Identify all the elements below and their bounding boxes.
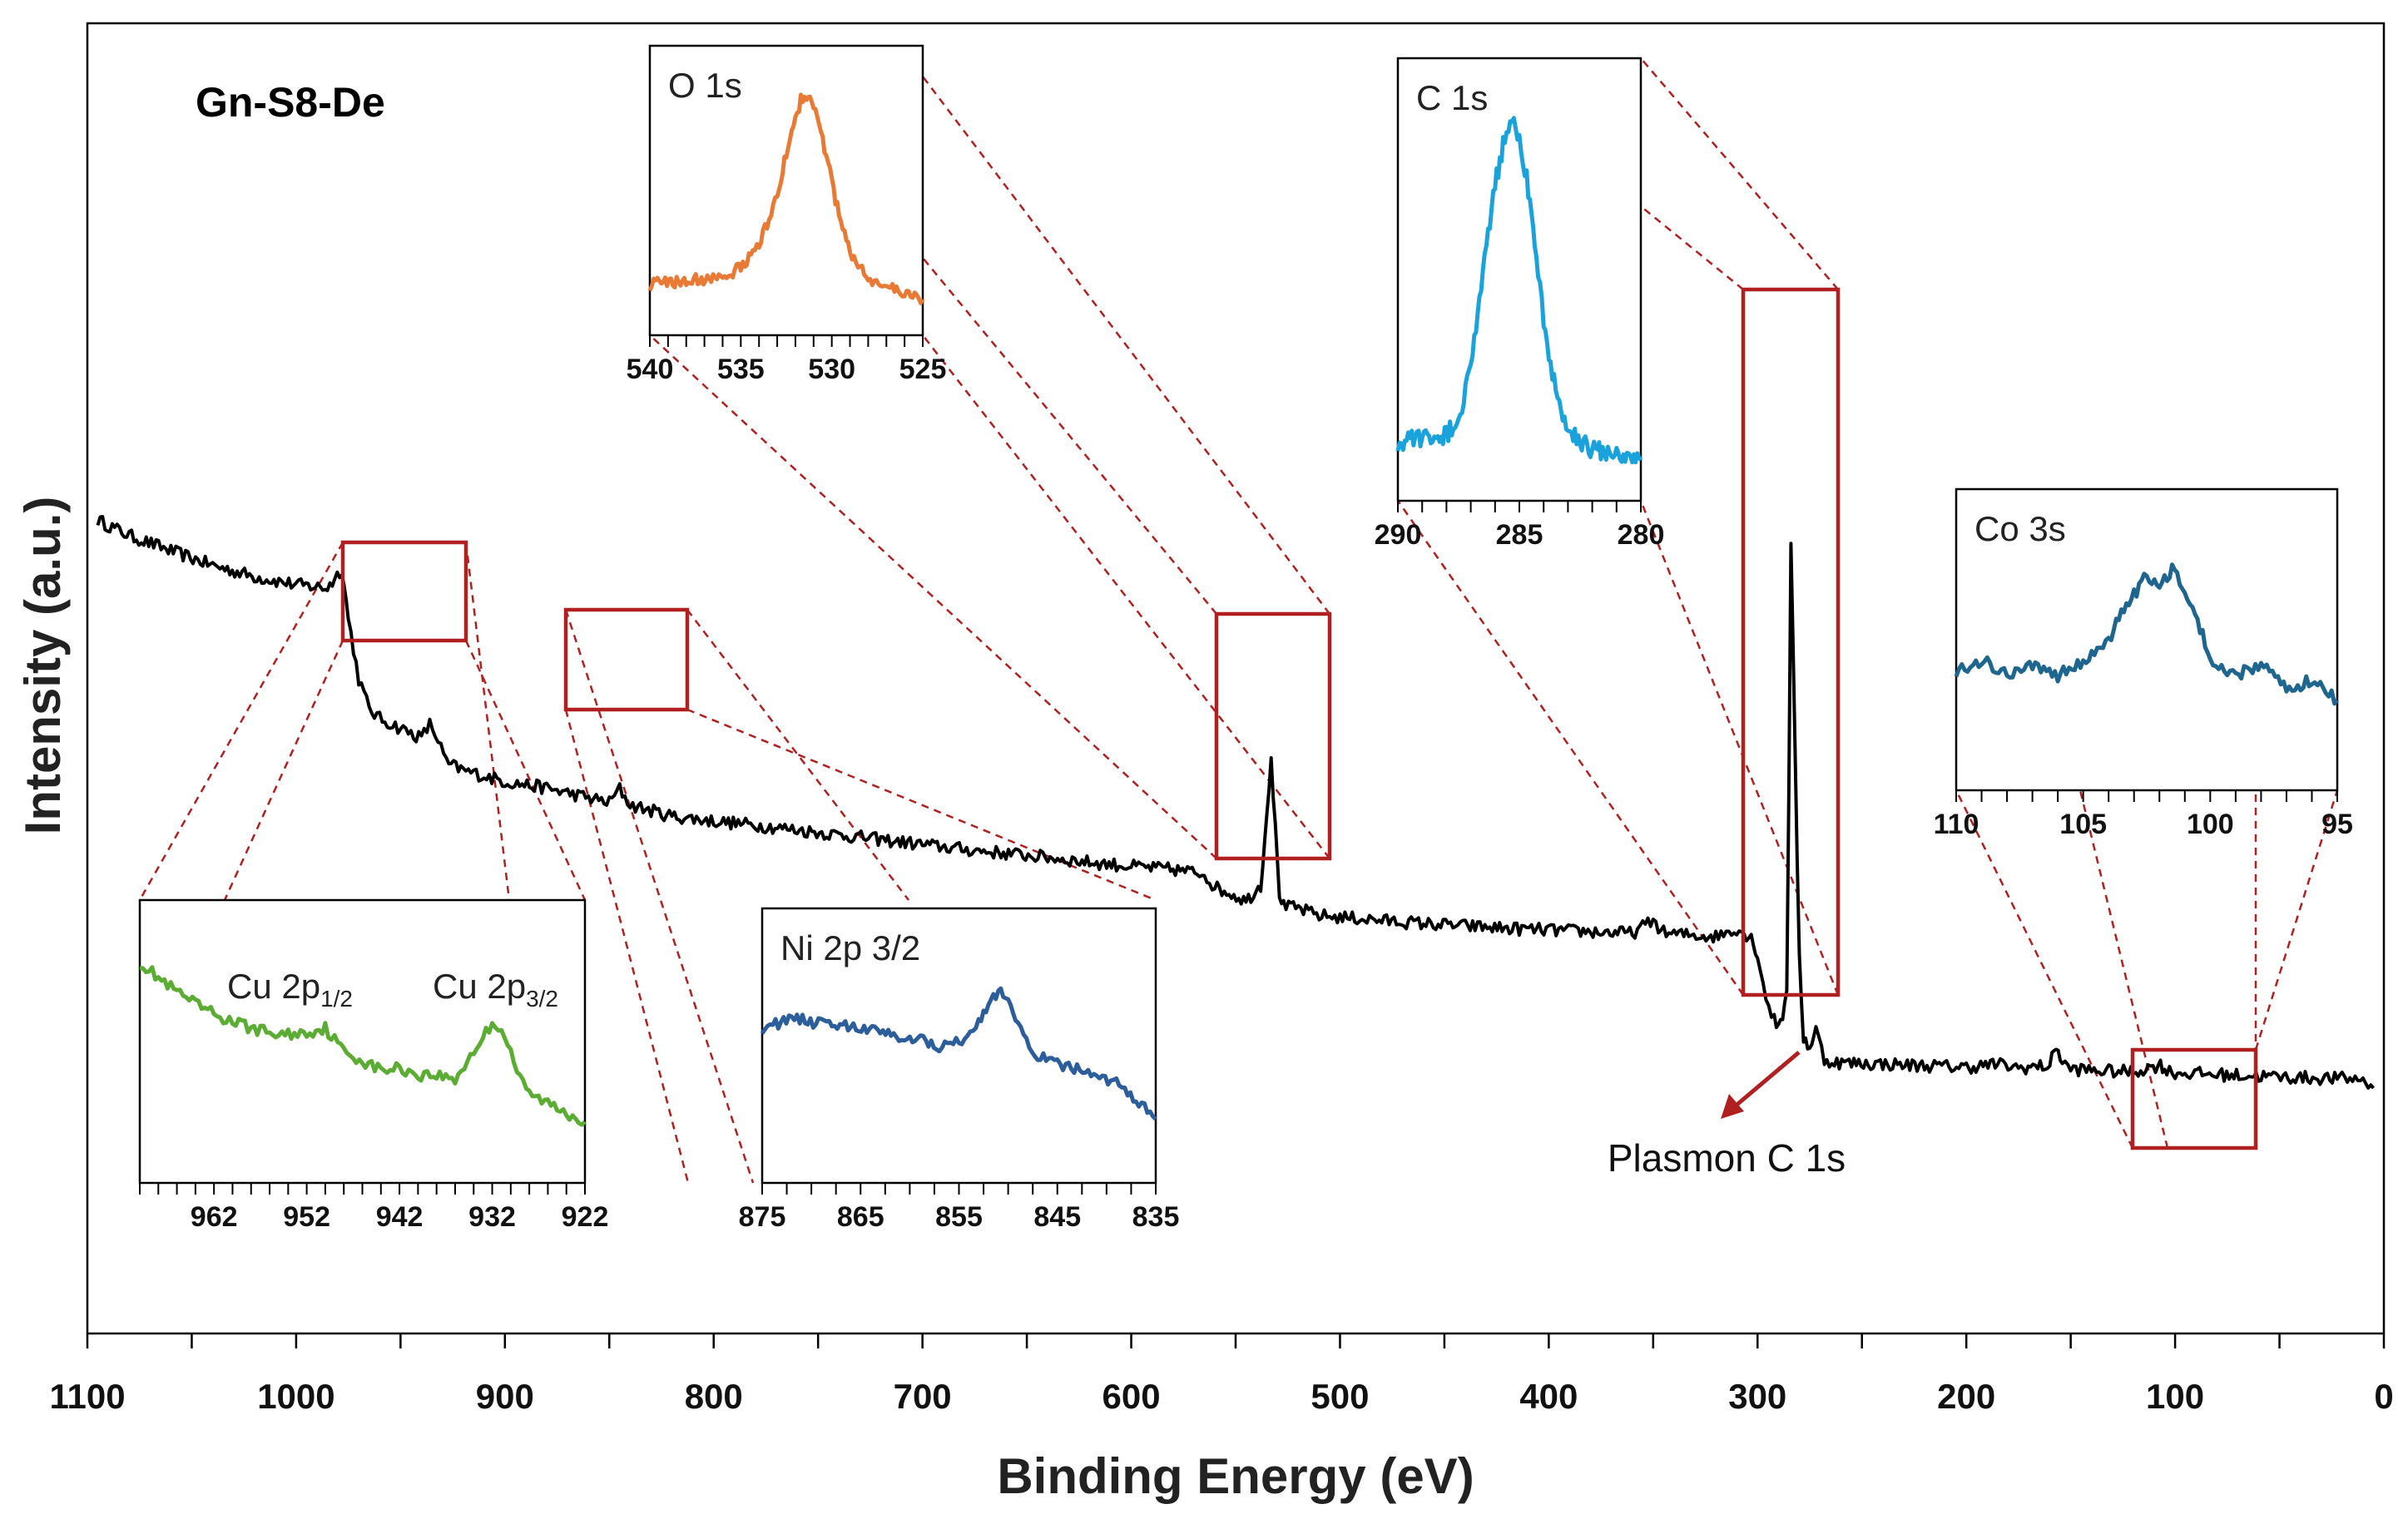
inset-label: O 1s xyxy=(668,66,742,105)
inset-frame xyxy=(1955,487,2339,792)
plasmon-annotation: Plasmon C 1s xyxy=(1608,1051,1846,1180)
inset-frame xyxy=(138,898,587,1185)
inset-label: Ni 2p 3/2 xyxy=(780,928,920,967)
leader-lines xyxy=(138,57,2339,1184)
inset-tick-label: 280 xyxy=(1618,519,1665,551)
inset-tick-label: 835 xyxy=(1132,1201,1180,1233)
inset-label: C 1s xyxy=(1416,78,1488,117)
x-tick-label: 1000 xyxy=(257,1377,334,1416)
inset-series-line xyxy=(1954,562,2339,706)
leader-line xyxy=(922,334,1330,859)
inset-tick-label: 962 xyxy=(191,1201,238,1233)
cu-zoom-box xyxy=(340,540,468,643)
chart-title: Gn-S8-De xyxy=(196,79,385,126)
inset-tick-label: 535 xyxy=(717,354,765,385)
x-tick-label: 500 xyxy=(1311,1377,1369,1416)
plasmon-label: Plasmon C 1s xyxy=(1608,1136,1846,1180)
leader-line xyxy=(464,542,511,901)
inset-frame xyxy=(648,44,924,337)
plasmon-arrow-shaft xyxy=(1733,1051,1801,1108)
o-zoom-box xyxy=(1214,611,1332,861)
o-1s-inset: 540 535 530 525 O 1s xyxy=(627,44,947,385)
leader-line xyxy=(686,708,1157,902)
ni-zoom-box xyxy=(563,607,690,712)
x-tick-label: 1100 xyxy=(49,1377,125,1416)
inset-tick-label: 525 xyxy=(899,354,947,385)
x-tick-label: 100 xyxy=(2146,1377,2204,1416)
x-tick-label: 200 xyxy=(1937,1377,1995,1416)
leader-line xyxy=(1639,500,1840,996)
cu-2p-inset: 962 952 942 932 922 Cu 2p1/2 Cu 2p3/2 xyxy=(138,898,609,1233)
leader-line xyxy=(922,76,1330,615)
x-tick-label: 800 xyxy=(685,1377,743,1416)
inset-tick-label: 922 xyxy=(562,1201,609,1233)
x-tick-label: 600 xyxy=(1102,1377,1161,1416)
leader-line xyxy=(2254,789,2339,1051)
inset-tick-label: 942 xyxy=(376,1201,424,1233)
inset-series-line xyxy=(647,92,925,305)
c-zoom-box xyxy=(1741,287,1841,997)
inset-label-cu-2p12: Cu 2p1/2 xyxy=(227,967,353,1012)
inset-tick-label: 932 xyxy=(468,1201,516,1233)
x-axis: 1100 1000 900 800 700 600 500 400 300 200 100 0 xyxy=(49,1333,2394,1416)
x-tick-label: 900 xyxy=(476,1377,534,1416)
x-tick-label: 700 xyxy=(894,1377,952,1416)
inset-tick-label: 875 xyxy=(739,1201,786,1233)
y-axis-label: Intensity (a.u.) xyxy=(15,497,71,835)
inset-tick-label: 285 xyxy=(1496,519,1543,551)
inset-label-cu-2p32: Cu 2p3/2 xyxy=(433,967,558,1012)
inset-series-line xyxy=(139,965,587,1127)
inset-series-line xyxy=(1395,116,1643,465)
co-3s-inset: 110 105 100 95 Co 3s xyxy=(1934,487,2353,840)
inset-tick-label: 110 xyxy=(1934,809,1979,840)
leader-line xyxy=(1640,57,1839,290)
inset-tick-label: 290 xyxy=(1375,519,1422,551)
inset-tick-label: 865 xyxy=(837,1201,884,1233)
x-tick-label: 300 xyxy=(1728,1377,1786,1416)
inset-label: Co 3s xyxy=(1974,509,2066,548)
leader-line xyxy=(922,257,1217,615)
inset-tick-label: 105 xyxy=(2059,809,2107,840)
inset-tick-label: 100 xyxy=(2187,809,2234,840)
inset-tick-label: 95 xyxy=(2321,809,2353,840)
ni-2p-inset: 875 865 855 845 835 Ni 2p 3/2 xyxy=(739,907,1180,1233)
insets: 962 952 942 932 922 Cu 2p1/2 Cu 2p3/2 875 865 855… xyxy=(138,44,2353,1233)
inset-frame xyxy=(761,907,1157,1185)
leader-line xyxy=(564,609,755,1184)
leader-line xyxy=(138,542,344,901)
leader-line xyxy=(564,709,690,1184)
leader-line xyxy=(2079,789,2169,1149)
c-1s-inset: 290 285 280 C 1s xyxy=(1375,57,1665,551)
inset-frame xyxy=(1396,57,1642,502)
leader-line xyxy=(1640,205,1744,290)
zoom-boxes xyxy=(340,287,2258,1150)
inset-tick-label: 952 xyxy=(283,1201,330,1233)
inset-tick-label: 530 xyxy=(808,354,855,385)
inset-tick-label: 540 xyxy=(627,354,674,385)
leader-line xyxy=(649,334,1217,859)
inset-tick-label: 855 xyxy=(935,1201,983,1233)
x-axis-label: Binding Energy (eV) xyxy=(997,1448,1474,1504)
inset-tick-label: 845 xyxy=(1033,1201,1081,1233)
inset-series-line xyxy=(760,986,1157,1121)
x-tick-label: 400 xyxy=(1519,1377,1578,1416)
plasmon-arrow-head xyxy=(1721,1094,1744,1119)
co-zoom-box xyxy=(2130,1047,2258,1150)
survey-series-line xyxy=(96,515,2376,1090)
x-tick-label: 0 xyxy=(2374,1377,2393,1416)
leader-line xyxy=(1396,500,1745,996)
